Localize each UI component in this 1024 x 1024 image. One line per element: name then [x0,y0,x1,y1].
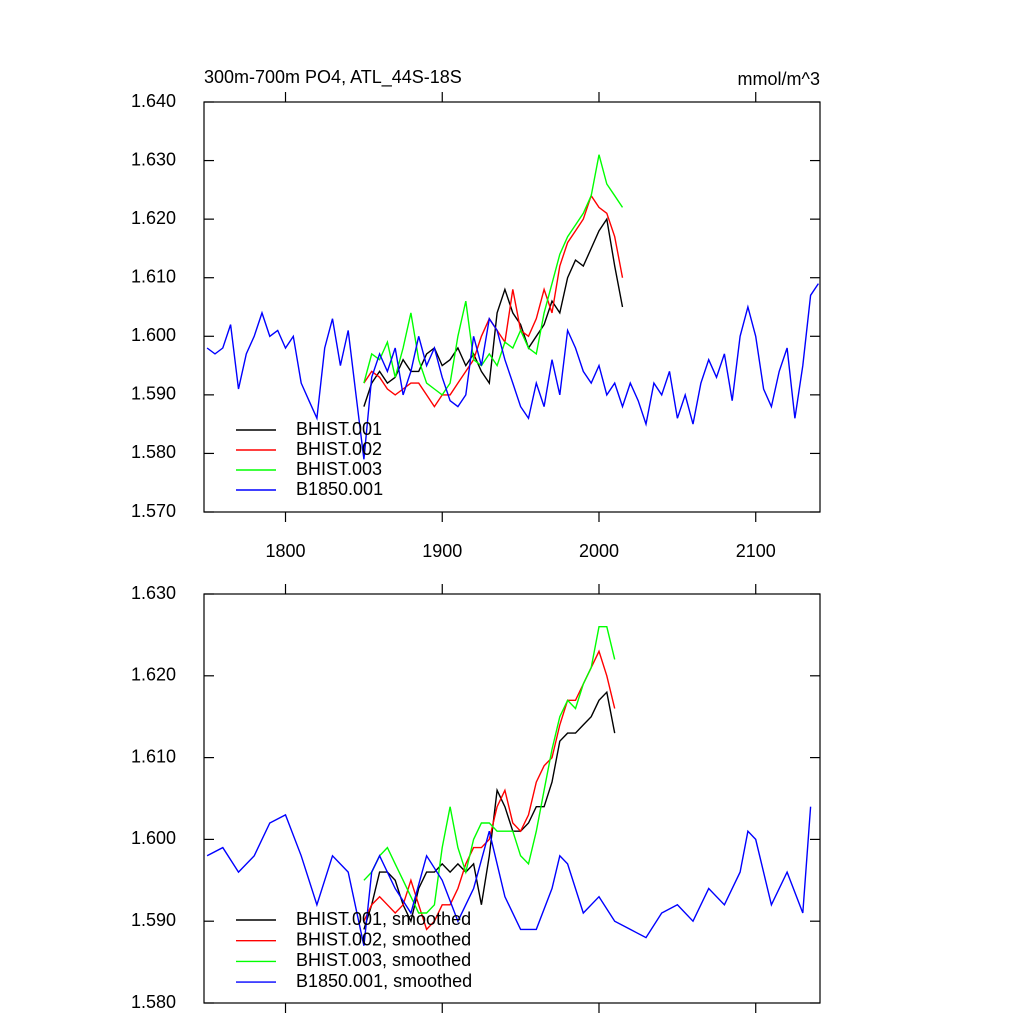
y-tick-label: 1.620 [131,665,176,685]
x-tick-label: 1800 [265,541,305,561]
y-tick-label: 1.620 [131,208,176,228]
legend-label: BHIST.002, smoothed [296,929,471,949]
y-tick-label: 1.570 [131,501,176,521]
legend-label: B1850.001 [296,479,383,499]
y-tick-label: 1.600 [131,325,176,345]
legend-label: BHIST.001 [296,419,382,439]
legend-label: BHIST.002 [296,439,382,459]
legend-label: B1850.001, smoothed [296,971,472,991]
y-units: mmol/m^3 [738,69,820,89]
y-tick-label: 1.610 [131,266,176,286]
y-tick-label: 1.600 [131,828,176,848]
y-tick-label: 1.590 [131,384,176,404]
series-line [363,194,624,408]
y-tick-label: 1.580 [131,442,176,462]
series-line [363,154,624,396]
series-line [363,649,616,931]
series-line [363,626,616,914]
x-tick-label: 1900 [422,541,462,561]
legend-label: BHIST.003, smoothed [296,950,471,970]
y-tick-label: 1.580 [131,992,176,1012]
legend-label: BHIST.001, smoothed [296,909,471,929]
y-tick-label: 1.590 [131,910,176,930]
plot-frame [203,593,821,1004]
legend-label: BHIST.003 [296,459,382,479]
y-tick-label: 1.640 [131,91,176,111]
series-line [363,690,616,930]
y-tick-label: 1.630 [131,583,176,603]
series-line [206,283,819,460]
y-tick-label: 1.630 [131,149,176,169]
series-line [363,217,624,407]
x-tick-label: 2000 [579,541,619,561]
series-line [206,806,812,946]
x-tick-label: 2100 [736,541,776,561]
chart-title: 300m-700m PO4, ATL_44S-18S [204,67,462,88]
y-tick-label: 1.610 [131,746,176,766]
plot-frame [203,101,821,513]
